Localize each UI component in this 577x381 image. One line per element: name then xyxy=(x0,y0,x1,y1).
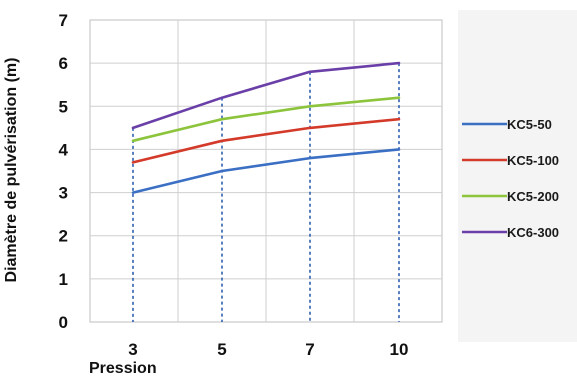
x-tick-label: 10 xyxy=(390,340,409,359)
legend-label: KC5-200 xyxy=(507,189,559,204)
series-line xyxy=(131,117,401,164)
y-tick-label: 7 xyxy=(59,11,68,30)
legend: KC5-50 KC5-100 KC5-200 KC6-300 xyxy=(462,117,559,240)
y-tick-label: 6 xyxy=(59,54,68,73)
legend-label: KC5-50 xyxy=(507,117,552,132)
y-tick-label: 1 xyxy=(59,270,68,289)
x-tick-label: 5 xyxy=(217,340,226,359)
x-tick-labels: 3 5 7 10 xyxy=(128,340,408,359)
legend-panel xyxy=(458,10,577,342)
legend-label: KC5-100 xyxy=(507,153,559,168)
x-tick-label: 7 xyxy=(305,340,314,359)
legend-label: KC6-300 xyxy=(507,225,559,240)
gridlines xyxy=(90,20,442,322)
x-axis-title: Pression xyxy=(89,360,157,377)
y-tick-label: 3 xyxy=(59,184,68,203)
y-axis-title: Diamètre de pulvérisation (m) xyxy=(3,58,20,283)
y-tick-label: 5 xyxy=(59,97,68,116)
x-tick-label: 3 xyxy=(128,340,137,359)
series-lines xyxy=(131,61,401,194)
series-line xyxy=(131,61,401,130)
y-tick-labels: 0 1 2 3 4 5 6 7 xyxy=(59,11,69,332)
series-line xyxy=(131,148,401,194)
y-tick-label: 2 xyxy=(59,227,68,246)
series-line xyxy=(131,96,401,143)
drop-lines xyxy=(132,63,400,322)
y-tick-label: 4 xyxy=(59,140,69,159)
y-tick-label: 0 xyxy=(59,313,68,332)
